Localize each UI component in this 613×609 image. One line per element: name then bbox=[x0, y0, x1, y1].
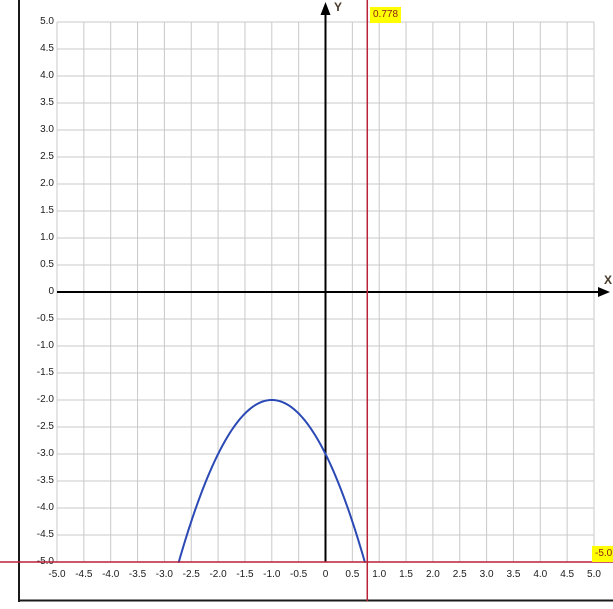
y-tick-label: -1.0 bbox=[36, 340, 54, 351]
y-tick-label: -2.5 bbox=[36, 421, 54, 432]
x-tick-label: 5.0 bbox=[587, 569, 601, 580]
y-tick-label: 1.5 bbox=[40, 205, 54, 216]
y-tick-label: -4.0 bbox=[36, 502, 54, 513]
x-axis-arrow-icon bbox=[598, 287, 610, 297]
y-tick-label: -3.0 bbox=[36, 448, 54, 459]
x-tick-label: -2.0 bbox=[209, 569, 227, 580]
y-tick-label: 3.0 bbox=[40, 124, 54, 135]
x-tick-label: 1.5 bbox=[399, 569, 413, 580]
x-tick-label: 0.5 bbox=[345, 569, 360, 580]
y-axis-label: Y bbox=[334, 0, 343, 14]
x-tick-label: -3.5 bbox=[128, 569, 147, 580]
y-tick-label: 2.0 bbox=[40, 178, 54, 189]
trace-x-readout: 0.778 bbox=[370, 7, 402, 23]
y-tick-label: -0.5 bbox=[36, 313, 54, 324]
x-tick-label: -1.0 bbox=[263, 569, 281, 580]
y-axis-arrow-icon bbox=[320, 2, 331, 15]
x-tick-label: -3.0 bbox=[155, 569, 173, 580]
x-tick-label: 1.0 bbox=[372, 569, 387, 580]
x-tick-label: 3.0 bbox=[479, 569, 494, 580]
y-tick-label: 0 bbox=[48, 286, 54, 297]
x-axis-label: X bbox=[604, 273, 613, 287]
y-tick-label: 4.0 bbox=[40, 70, 54, 81]
x-tick-label: 4.0 bbox=[533, 569, 548, 580]
x-tick-label: 3.5 bbox=[506, 569, 521, 580]
x-tick-label: 0 bbox=[322, 569, 329, 580]
y-tick-label: 4.5 bbox=[40, 43, 54, 54]
x-tick-label: 2.0 bbox=[425, 569, 440, 580]
y-tick-label: 5.0 bbox=[40, 16, 54, 27]
function-curve bbox=[177, 399, 366, 564]
y-tick-label: 1.0 bbox=[40, 232, 54, 243]
x-tick-label: -1.5 bbox=[236, 569, 254, 580]
x-tick-label: -4.5 bbox=[75, 569, 93, 580]
y-tick-label: 3.5 bbox=[40, 97, 54, 108]
x-tick-label: -2.5 bbox=[182, 569, 200, 580]
x-tick-label: -5.0 bbox=[48, 569, 66, 580]
x-tick-label: 2.5 bbox=[452, 569, 467, 580]
x-tick-label: -0.5 bbox=[290, 569, 308, 580]
y-tick-label: -4.5 bbox=[36, 529, 54, 540]
y-tick-label: -2.0 bbox=[36, 394, 54, 405]
y-tick-label: -3.5 bbox=[36, 475, 54, 486]
y-tick-label: 0.5 bbox=[40, 259, 54, 270]
trace-y-readout: -5.0 bbox=[592, 546, 613, 562]
x-tick-label: 4.5 bbox=[560, 569, 575, 580]
y-tick-label: 2.5 bbox=[40, 151, 54, 162]
y-tick-label: -1.5 bbox=[36, 367, 54, 378]
x-tick-label: -4.0 bbox=[102, 569, 120, 580]
